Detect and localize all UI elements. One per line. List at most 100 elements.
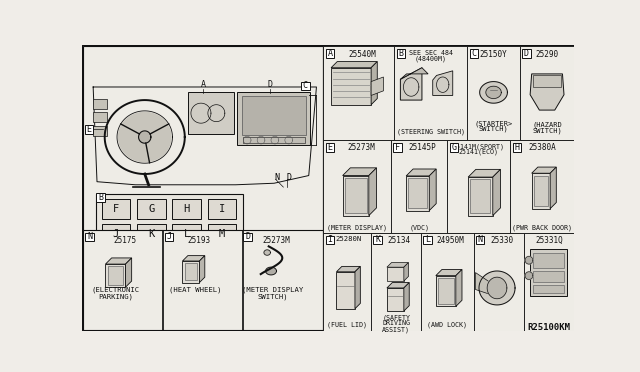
Text: I: I — [328, 235, 332, 244]
Bar — [408, 178, 427, 208]
Bar — [243, 137, 305, 143]
Bar — [242, 96, 306, 135]
Polygon shape — [436, 276, 456, 307]
Bar — [326, 49, 334, 58]
Bar — [474, 232, 524, 331]
Polygon shape — [337, 272, 355, 309]
Bar — [93, 126, 107, 136]
Polygon shape — [476, 273, 490, 294]
Text: D: D — [286, 173, 291, 182]
Text: D: D — [245, 232, 250, 241]
Bar — [470, 179, 490, 213]
Text: H: H — [515, 143, 520, 152]
Polygon shape — [342, 168, 376, 176]
Bar — [96, 193, 105, 202]
Bar — [164, 232, 173, 241]
Text: G: G — [451, 143, 456, 152]
Bar — [102, 199, 130, 219]
Text: 25273M: 25273M — [262, 236, 291, 246]
Text: DRIVING: DRIVING — [382, 320, 410, 326]
Polygon shape — [493, 169, 500, 216]
Polygon shape — [125, 258, 132, 287]
Text: I: I — [219, 205, 225, 214]
Text: E: E — [328, 143, 332, 152]
Text: (HAZARD: (HAZARD — [532, 122, 562, 128]
Polygon shape — [479, 271, 515, 305]
Text: L: L — [184, 229, 190, 239]
Text: SWITCH): SWITCH) — [532, 127, 562, 134]
Bar — [93, 112, 107, 122]
Text: N: N — [275, 173, 280, 182]
Polygon shape — [371, 62, 378, 105]
Polygon shape — [532, 167, 556, 173]
Bar — [84, 125, 93, 134]
Text: (SAFETY: (SAFETY — [382, 314, 410, 321]
Bar — [450, 143, 458, 152]
Bar — [172, 224, 201, 244]
Text: SEE SEC 484: SEE SEC 484 — [409, 50, 452, 56]
Polygon shape — [436, 77, 449, 92]
Polygon shape — [401, 68, 422, 100]
Text: D: D — [524, 49, 529, 58]
Text: (STEERING SWITCH): (STEERING SWITCH) — [397, 129, 465, 135]
Bar — [323, 46, 575, 330]
Bar — [102, 224, 130, 244]
Bar — [513, 143, 521, 152]
Bar — [83, 230, 323, 330]
Text: J: J — [113, 229, 119, 239]
Text: 25380A: 25380A — [529, 143, 556, 152]
Text: F: F — [113, 205, 119, 214]
Bar — [86, 232, 94, 241]
Polygon shape — [530, 74, 564, 110]
Polygon shape — [550, 167, 556, 209]
Polygon shape — [406, 176, 429, 211]
Text: (METER DISPLAY
SWITCH): (METER DISPLAY SWITCH) — [242, 286, 303, 301]
Bar — [172, 199, 201, 219]
Text: 25150Y: 25150Y — [479, 50, 508, 59]
Bar — [323, 232, 371, 331]
Bar — [520, 46, 575, 140]
Bar — [394, 46, 467, 140]
Polygon shape — [331, 68, 371, 105]
Bar — [424, 235, 432, 244]
Bar — [323, 140, 575, 232]
Text: (PWR BACK DOOR): (PWR BACK DOOR) — [513, 225, 572, 231]
Text: F: F — [395, 143, 400, 152]
Bar — [326, 235, 334, 244]
Text: C: C — [303, 81, 308, 90]
Bar — [470, 49, 478, 58]
Polygon shape — [436, 269, 462, 276]
Polygon shape — [401, 68, 428, 79]
Polygon shape — [106, 264, 125, 287]
Polygon shape — [387, 267, 404, 281]
Bar — [391, 140, 447, 232]
Text: 25331Q: 25331Q — [535, 236, 563, 246]
Bar — [533, 285, 564, 293]
Polygon shape — [369, 168, 376, 216]
Bar — [323, 232, 575, 331]
Text: D: D — [268, 80, 273, 89]
Polygon shape — [106, 258, 132, 264]
Polygon shape — [468, 177, 493, 216]
Bar — [371, 232, 421, 331]
Polygon shape — [532, 173, 550, 209]
Text: 25330: 25330 — [490, 235, 513, 245]
Polygon shape — [182, 256, 205, 261]
Bar — [524, 232, 575, 331]
Text: 25280N: 25280N — [335, 235, 362, 241]
Text: 24950M: 24950M — [436, 235, 464, 245]
Polygon shape — [337, 266, 360, 272]
Bar — [476, 235, 484, 244]
Bar — [394, 143, 402, 152]
Bar — [373, 235, 382, 244]
Bar — [83, 46, 323, 231]
Polygon shape — [342, 176, 369, 216]
Polygon shape — [533, 76, 561, 87]
Text: (ELECTRONIC
PARKING): (ELECTRONIC PARKING) — [92, 286, 140, 301]
Text: 25540M: 25540M — [349, 50, 376, 59]
Text: G: G — [148, 205, 154, 214]
Polygon shape — [429, 169, 436, 211]
Text: H: H — [184, 205, 190, 214]
Bar — [242, 230, 243, 330]
Text: 25134: 25134 — [388, 235, 411, 245]
